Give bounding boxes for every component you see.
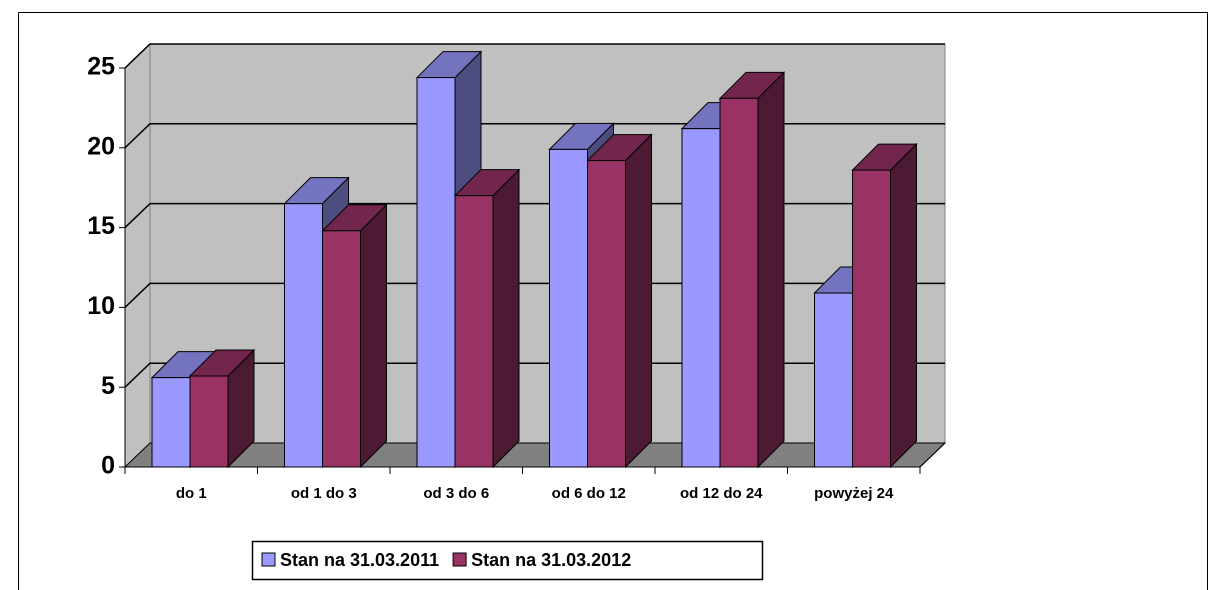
bar-side: [757, 71, 785, 469]
bar: [321, 203, 388, 469]
bar-front: [549, 148, 588, 468]
floor-edge: [919, 442, 946, 468]
bar-front: [719, 97, 759, 468]
legend-swatch: [261, 552, 276, 567]
legend: [251, 540, 764, 581]
bar: [586, 133, 653, 469]
x-tick-label: od 3 do 6: [423, 485, 489, 502]
bar-side: [492, 168, 520, 469]
legend-label: Stan na 31.03.2011: [280, 550, 439, 570]
bar-front: [284, 203, 323, 468]
grid-line: [124, 123, 945, 149]
y-tick-label: 5: [101, 372, 115, 400]
plot-area: [119, 42, 947, 474]
side-wall: [124, 42, 151, 469]
x-tick-label: do 1: [176, 485, 207, 502]
bar-front: [587, 160, 626, 468]
bar: [188, 348, 256, 469]
bar-front: [416, 77, 456, 468]
bar-side: [625, 133, 652, 469]
x-tick-label: od 6 do 12: [552, 485, 626, 502]
bar: [851, 142, 918, 469]
bar-front: [189, 375, 229, 468]
bar-front: [681, 128, 721, 468]
bar-side: [890, 142, 917, 469]
grid-line: [124, 43, 945, 69]
bar-front: [454, 195, 494, 468]
y-tick-label: 0: [101, 452, 115, 480]
grid-line: [124, 362, 945, 388]
y-tick-label: 10: [87, 292, 115, 320]
grid-line: [124, 282, 945, 308]
x-tick-label: od 12 do 24: [680, 485, 763, 502]
y-tick-label: 15: [87, 212, 115, 240]
bar: [453, 168, 521, 469]
bar-side: [360, 203, 387, 469]
bar-front: [322, 230, 361, 468]
x-tick-label: od 1 do 3: [291, 485, 357, 502]
y-tick-label: 20: [87, 132, 115, 160]
x-tick-label: powyżej 24: [814, 485, 894, 502]
bar-front: [852, 169, 891, 468]
legend-swatch: [452, 552, 467, 567]
grid-line: [124, 202, 945, 229]
bar: [718, 71, 786, 469]
bar-front: [151, 377, 191, 468]
legend-label: Stan na 31.03.2012: [471, 550, 631, 570]
y-tick-label: 25: [87, 53, 115, 81]
bar-front: [814, 292, 853, 468]
